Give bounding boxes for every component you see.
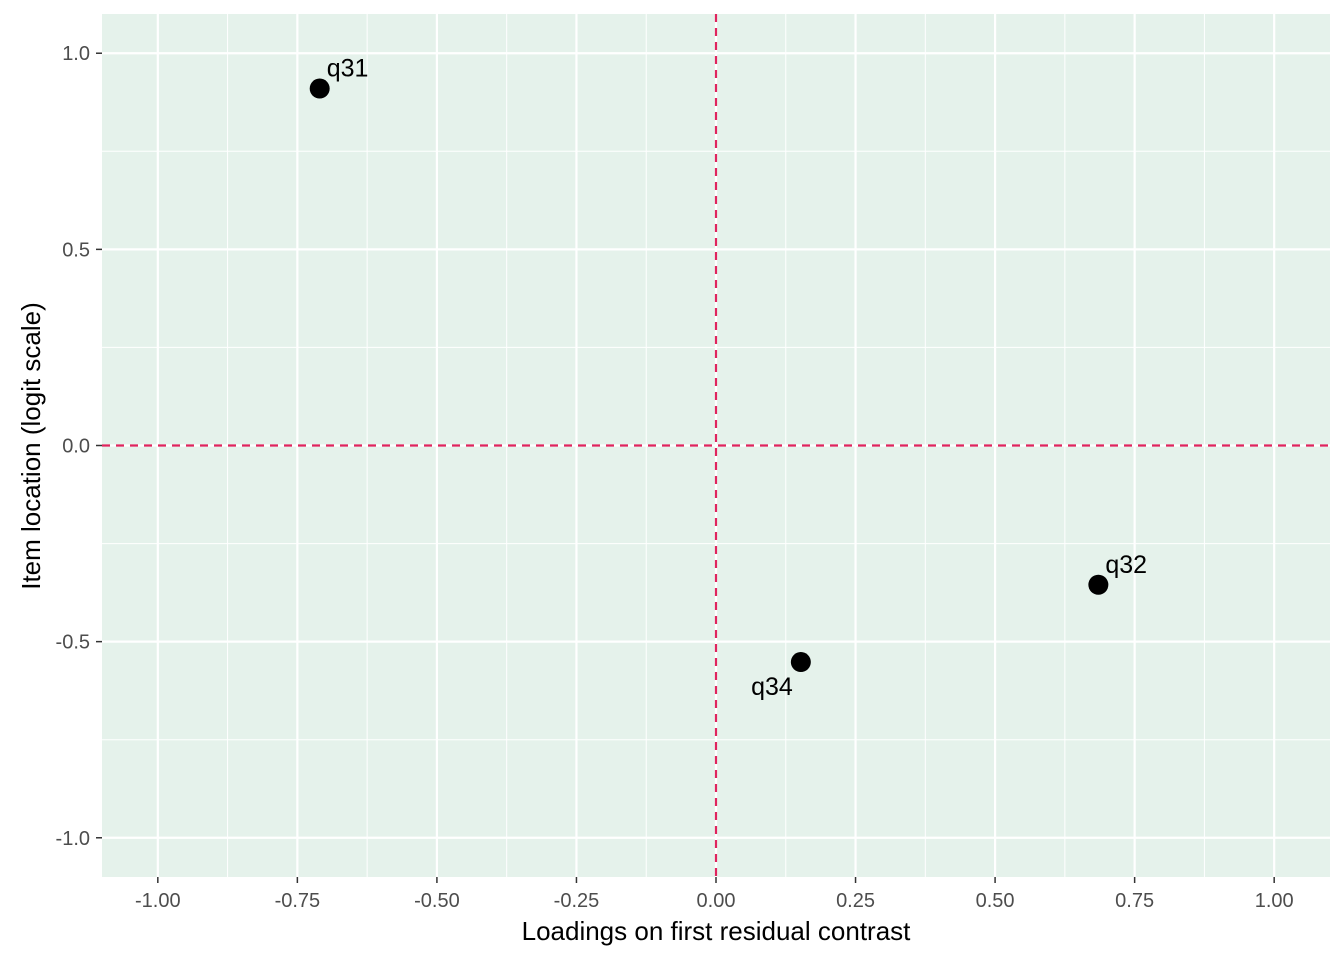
reference-lines — [102, 14, 1330, 877]
x-tick-label: 0.00 — [697, 890, 736, 912]
x-tick-label: 0.25 — [836, 890, 875, 912]
data-point-labels: q31 q32 q34 — [327, 55, 1147, 702]
y-axis-ticks: -1.0 -0.5 0.0 0.5 1.0 — [56, 43, 102, 850]
x-tick-label: -0.75 — [275, 890, 321, 912]
x-tick-label: 0.50 — [976, 890, 1015, 912]
data-points — [309, 78, 1109, 673]
data-point-label-q31: q31 — [327, 55, 369, 83]
y-tick-label: -0.5 — [56, 632, 90, 654]
major-gridlines — [102, 14, 1330, 877]
y-axis-title: Item location (logit scale) — [16, 302, 46, 590]
x-tick-label: 0.75 — [1115, 890, 1154, 912]
data-point-q31 — [309, 78, 330, 99]
y-tick-label: 0.5 — [62, 239, 90, 261]
x-axis-title: Loadings on first residual contrast — [522, 916, 912, 946]
x-tick-label: 1.00 — [1255, 890, 1294, 912]
x-tick-label: -0.25 — [554, 890, 600, 912]
y-tick-label: 1.0 — [62, 43, 90, 65]
data-point-label-q34: q34 — [751, 673, 793, 701]
y-tick-label: -1.0 — [56, 828, 90, 850]
x-axis-ticks: -1.00 -0.75 -0.50 -0.25 0.00 0.25 0.50 0.75 1.00 — [135, 877, 1294, 912]
data-point-q34 — [790, 652, 811, 673]
data-point-label-q32: q32 — [1105, 551, 1147, 579]
y-tick-label: 0.0 — [62, 436, 90, 458]
x-tick-label: -1.00 — [135, 890, 181, 912]
x-tick-label: -0.50 — [414, 890, 460, 912]
data-point-q32 — [1088, 574, 1109, 595]
